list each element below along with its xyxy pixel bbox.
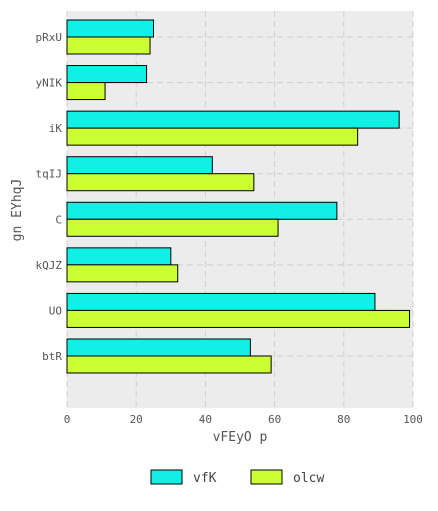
y-tick-label: kQJZ [36,259,63,272]
legend-label: olcw [293,471,324,486]
bar [66,82,106,101]
x-tick-label: 100 [403,413,423,426]
y-tick-label: yNIK [36,77,63,90]
bar [66,173,255,192]
legend-swatch [250,469,283,485]
bar [66,292,376,311]
legend-label: vfK [193,471,217,486]
legend-swatch [150,469,183,485]
bars [66,19,411,374]
x-tick-label: 40 [199,413,212,426]
bar [66,65,148,84]
bar [66,264,179,283]
y-tick-label: UO [49,304,62,317]
y-tick-label: pRxU [36,31,63,44]
bar [66,201,338,220]
x-axis-label: vFEyO p [213,430,268,445]
y-tick-label: C [55,213,62,226]
bar [66,247,172,266]
x-tick-label: 20 [130,413,143,426]
y-axis-label: gn EYhqJ [10,179,25,242]
bar [66,218,279,237]
bar [66,127,359,146]
bar [66,309,411,328]
legend: vfK olcw [150,469,324,486]
x-tick-label: 0 [64,413,71,426]
y-tick-label: iK [49,122,63,135]
bar [66,19,154,38]
bar [66,110,400,129]
y-tick-label: btR [42,350,62,363]
y-tick-label: tqIJ [36,168,63,181]
x-tick-label: 80 [337,413,350,426]
bar [66,355,272,374]
bar [66,338,251,357]
bar [66,156,213,175]
bar [66,36,151,55]
x-tick-label: 60 [268,413,281,426]
x-tick-labels: 0 20 40 60 80 100 [64,413,423,426]
